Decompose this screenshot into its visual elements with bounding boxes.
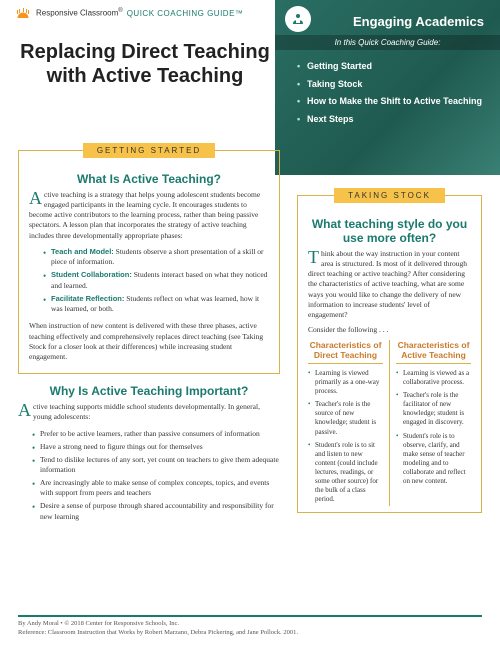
category-badge-icon xyxy=(285,6,311,32)
phase-term: Facilitate Reflection: xyxy=(51,294,124,303)
phases-list: Teach and Model: Students observe a shor… xyxy=(29,246,269,316)
reasons-list: Prefer to be active learners, rather tha… xyxy=(18,427,280,523)
phase-item: Facilitate Reflection: Students reflect … xyxy=(43,292,269,315)
brand-name: Responsive Classroom® xyxy=(36,8,123,18)
comparison-table: Characteristics of Direct Teaching Learn… xyxy=(308,340,471,506)
gs-intro2: Active teaching supports middle school s… xyxy=(18,402,280,422)
phase-term: Student Collaboration: xyxy=(51,270,132,279)
brand-bar: Responsive Classroom® QUICK COACHING GUI… xyxy=(14,8,243,18)
comparison-item: Student's role is to observe, clarify, a… xyxy=(396,430,471,489)
comparison-item: Learning is viewed as a collaborative pr… xyxy=(396,367,471,389)
phase-item: Student Collaboration: Students interact… xyxy=(43,269,269,292)
product-line-text: QUICK COACHING GUIDE xyxy=(127,9,235,18)
ts-consider: Consider the following . . . xyxy=(308,325,471,335)
toc-list: Getting Started Taking Stock How to Make… xyxy=(291,58,484,129)
heading-why-important: Why Is Active Teaching Important? xyxy=(18,384,280,398)
brand-name-text: Responsive Classroom xyxy=(36,9,118,18)
section-tag-getting-started: GETTING STARTED xyxy=(83,143,215,158)
left-column: GETTING STARTED What Is Active Teaching?… xyxy=(18,150,280,529)
toc-item: Taking Stock xyxy=(297,76,484,94)
gs-intro: Active teaching is a strategy that helps… xyxy=(29,190,269,241)
footer: By Andy Moral • © 2018 Center for Respon… xyxy=(18,615,482,637)
toc-item: Next Steps xyxy=(297,111,484,129)
right-column: TAKING STOCK What teaching style do you … xyxy=(297,195,482,513)
comparison-item: Student's role is to sit and listen to n… xyxy=(308,439,383,507)
comparison-header-active: Characteristics of Active Teaching xyxy=(396,340,471,364)
toc-item: Getting Started xyxy=(297,58,484,76)
product-tm: ™ xyxy=(235,9,244,18)
heading-what-is: What Is Active Teaching? xyxy=(29,172,269,186)
header-sub: In this Quick Coaching Guide: xyxy=(275,35,500,50)
sun-logo-icon xyxy=(14,8,32,18)
brand-reg: ® xyxy=(118,8,122,14)
comparison-item: Learning is viewed primarily as a one-wa… xyxy=(308,367,383,398)
taking-stock-box: TAKING STOCK What teaching style do you … xyxy=(297,195,482,513)
reason-item: Prefer to be active learners, rather tha… xyxy=(32,427,280,440)
header-panel: Engaging Academics In this Quick Coachin… xyxy=(275,0,500,175)
getting-started-box: GETTING STARTED What Is Active Teaching?… xyxy=(18,150,280,374)
comparison-item: Teacher's role is the source of new know… xyxy=(308,398,383,438)
reason-item: Have a strong need to figure things out … xyxy=(32,440,280,453)
comparison-col-active: Characteristics of Active Teaching Learn… xyxy=(396,340,471,506)
footer-byline: By Andy Moral • © 2018 Center for Respon… xyxy=(18,620,482,628)
comparison-divider xyxy=(389,340,390,506)
comparison-item: Teacher's role is the facilitator of new… xyxy=(396,389,471,429)
footer-reference: Reference: Classroom Instruction that Wo… xyxy=(18,629,482,637)
section-tag-taking-stock: TAKING STOCK xyxy=(334,188,445,203)
product-line: QUICK COACHING GUIDE™ xyxy=(127,9,244,18)
ts-intro: Think about the way instruction in your … xyxy=(308,249,471,320)
comparison-col-direct: Characteristics of Direct Teaching Learn… xyxy=(308,340,383,506)
phase-term: Teach and Model: xyxy=(51,247,114,256)
category-title: Engaging Academics xyxy=(291,14,484,29)
page-title: Replacing Direct Teaching with Active Te… xyxy=(20,40,270,88)
comparison-header-direct: Characteristics of Direct Teaching xyxy=(308,340,383,364)
gs-outro: When instruction of new content is deliv… xyxy=(29,321,269,362)
reason-item: Tend to dislike lectures of any sort, ye… xyxy=(32,453,280,476)
heading-teaching-style: What teaching style do you use more ofte… xyxy=(308,217,471,245)
reason-item: Are increasingly able to make sense of c… xyxy=(32,477,280,500)
reason-item: Desire a sense of purpose through shared… xyxy=(32,500,280,523)
toc-item: How to Make the Shift to Active Teaching xyxy=(297,93,484,111)
phase-item: Teach and Model: Students observe a shor… xyxy=(43,246,269,269)
